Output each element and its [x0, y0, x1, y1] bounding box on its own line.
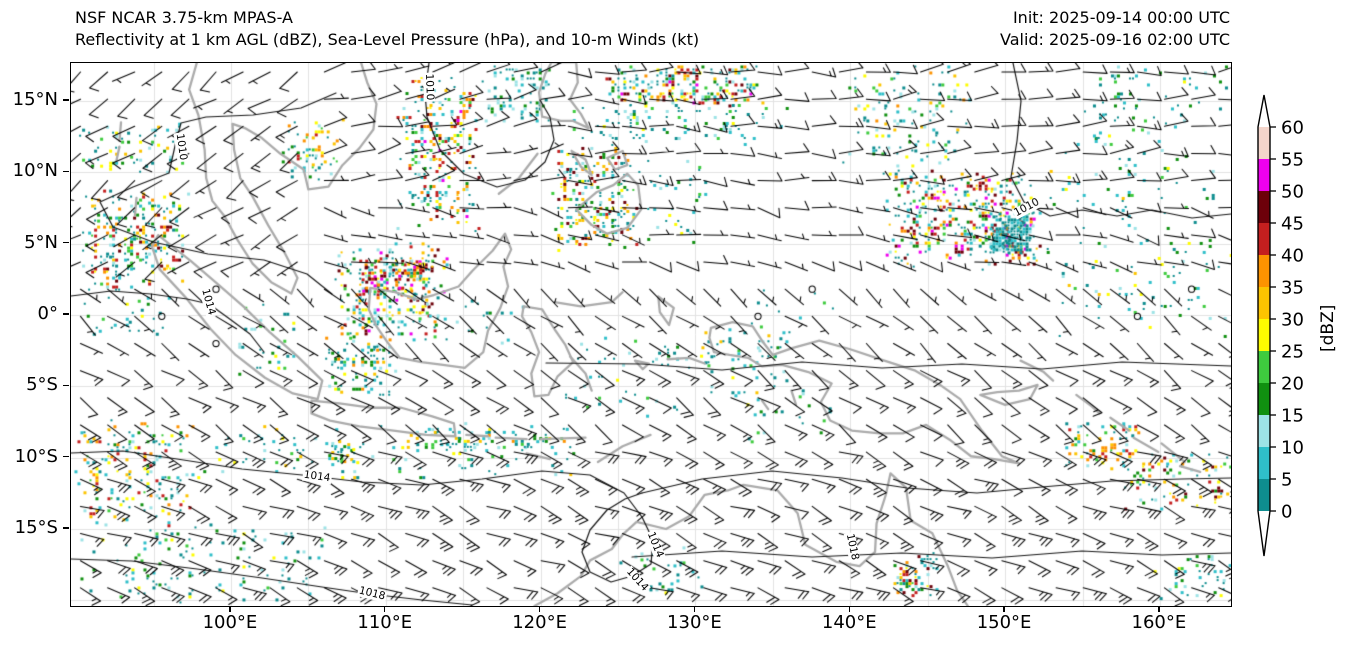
x-tick-label: 110°E	[357, 612, 413, 633]
colorbar-tick-label: 15	[1281, 406, 1304, 427]
init-time-label: Init: 2025-09-14 00:00 UTC	[1012, 8, 1230, 27]
page-title: NSF NCAR 3.75-km MPAS-A	[75, 8, 293, 27]
colorbar-segment	[1258, 447, 1270, 479]
colorbar-segment	[1258, 415, 1270, 447]
colorbar-segment	[1258, 127, 1270, 159]
x-tick-mark	[1003, 606, 1005, 612]
x-tick-mark	[229, 606, 231, 612]
weather-map-canvas	[71, 63, 1231, 606]
colorbar-segment	[1258, 223, 1270, 255]
x-tick-mark	[693, 606, 696, 612]
x-tick-label: 100°E	[202, 612, 258, 633]
colorbar-tick-label: 50	[1281, 182, 1304, 203]
colorbar-segment	[1258, 159, 1270, 191]
x-tick-label: 160°E	[1131, 612, 1187, 633]
x-tick-mark	[1158, 606, 1160, 612]
page-subtitle: Reflectivity at 1 km AGL (dBZ), Sea-Leve…	[75, 30, 700, 49]
y-tick-mark	[63, 99, 69, 101]
colorbar-tick-label: 5	[1281, 470, 1292, 491]
colorbar-segment	[1258, 287, 1270, 319]
colorbar-tick-label: 30	[1281, 310, 1304, 331]
colorbar-segment	[1258, 479, 1270, 511]
x-tick-label: 140°E	[821, 612, 877, 633]
x-tick-label: 120°E	[512, 612, 567, 633]
y-tick-label: 0°	[37, 303, 58, 324]
x-tick-mark	[538, 606, 541, 612]
colorbar-tick-label: 35	[1281, 278, 1304, 299]
colorbar-segment	[1258, 255, 1270, 287]
colorbar-tick-label: 45	[1281, 214, 1304, 235]
x-tick-label: 150°E	[976, 612, 1032, 633]
y-tick-mark	[63, 384, 69, 387]
colorbar-tick-label: 0	[1281, 502, 1292, 523]
colorbar-tick-label: 25	[1281, 342, 1304, 363]
colorbar-segment	[1258, 383, 1270, 415]
y-tick-mark	[63, 527, 69, 529]
colorbar-tick-label: 10	[1281, 438, 1304, 459]
y-tick-mark	[63, 242, 69, 244]
colorbar-tick-label: 20	[1281, 374, 1304, 395]
y-tick-mark	[63, 170, 69, 173]
colorbar-unit-label: [dBZ]	[1318, 304, 1338, 352]
colorbar-tick-label: 55	[1281, 150, 1304, 171]
x-tick-mark	[384, 606, 386, 612]
valid-time-label: Valid: 2025-09-16 02:00 UTC	[999, 30, 1230, 49]
colorbar-segment	[1258, 191, 1270, 223]
colorbar-tick-label: 40	[1281, 246, 1304, 267]
y-tick-label: 5°N	[24, 231, 58, 253]
colorbar-segment	[1258, 351, 1270, 383]
colorbar-tick-label: 60	[1281, 118, 1304, 139]
y-tick-mark	[63, 456, 69, 458]
colorbar-segment	[1258, 319, 1270, 351]
pressure-contour-label: 1010	[423, 72, 436, 102]
y-tick-mark	[63, 313, 69, 315]
y-tick-label: 5°S	[26, 374, 58, 396]
colorbar: 0 5 10 15 20 25 30 35 40 45 50 55 60	[1257, 94, 1304, 557]
map-plot-area: 1010 1010 1010 1014 1014 1014 1014 1018 1018	[70, 62, 1232, 607]
x-tick-label: 130°E	[667, 612, 722, 633]
x-tick-mark	[848, 606, 850, 612]
y-tick-label: 15°S	[14, 517, 58, 538]
y-tick-label: 10°S	[14, 445, 58, 467]
y-tick-label: 10°N	[12, 160, 58, 182]
y-tick-label: 15°N	[12, 88, 58, 110]
